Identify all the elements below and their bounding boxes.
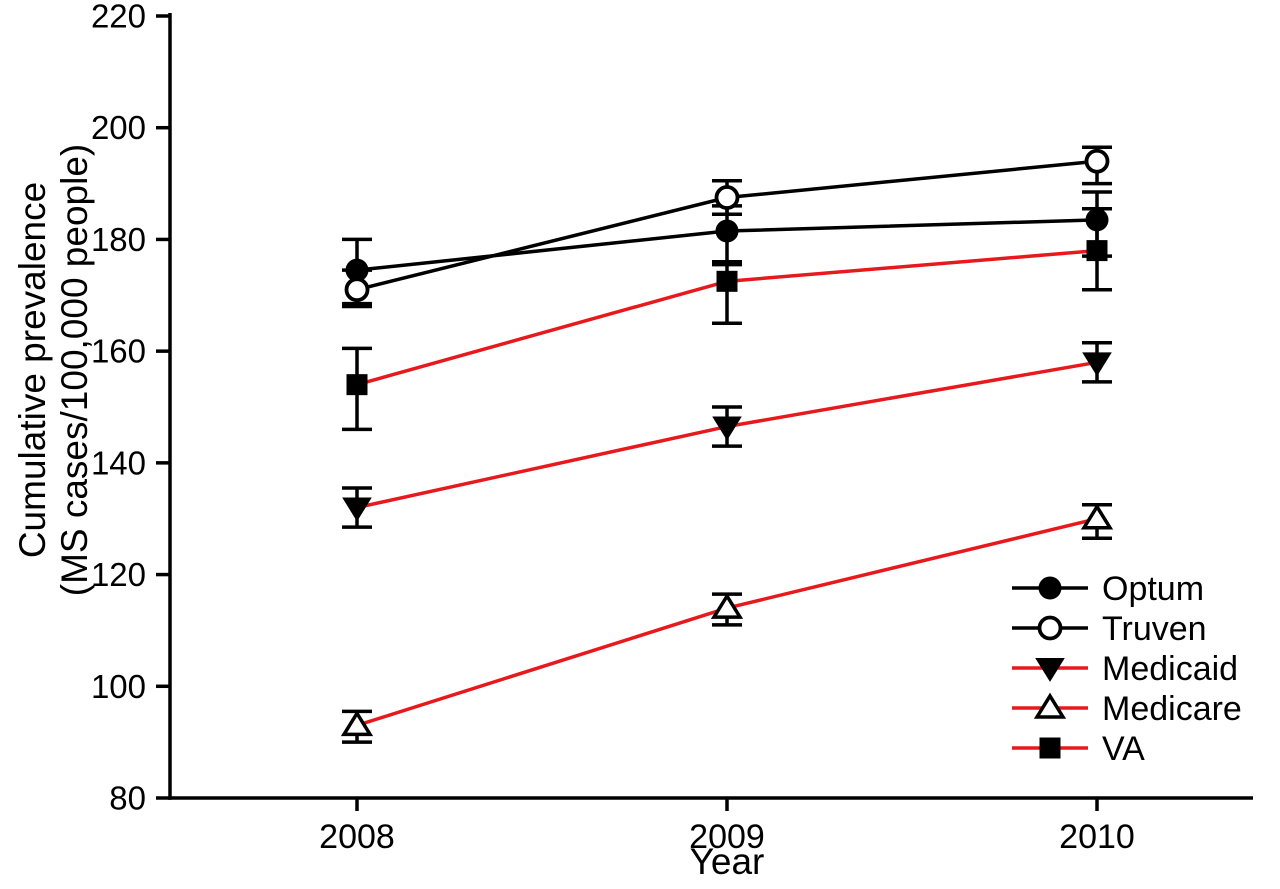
y-tick-label-180: 180: [91, 221, 146, 258]
x-tick-label-2009: 2009: [689, 818, 765, 856]
legend-label-va: VA: [1102, 730, 1145, 768]
medicare-point-2009: [710, 592, 744, 619]
y-tick-label-100: 100: [91, 668, 146, 705]
x-tick-label-2010: 2010: [1059, 818, 1135, 856]
legend-marker-optum: [1038, 576, 1062, 600]
medicare-point-2008: [340, 710, 374, 737]
x-tick-label-2008: 2008: [319, 818, 395, 856]
y-axis-title-line1: Cumulative prevalence: [12, 182, 53, 558]
y-tick-label-200: 200: [91, 109, 146, 146]
y-tick-label-80: 80: [109, 780, 146, 817]
va-point-2008: [346, 374, 368, 396]
y-tick-label-160: 160: [91, 333, 146, 370]
truven-point-2009: [714, 185, 740, 210]
legend-label-truven: Truven: [1102, 610, 1207, 648]
legend-item-optum: Optum: [1012, 570, 1204, 608]
axes: 80 100 120 140 160 180 200 220 2008 2009 2010: [91, 0, 1253, 856]
medicaid-point-2009: [712, 416, 742, 441]
va-point-2010: [1086, 240, 1108, 262]
y-tick-label-140: 140: [91, 444, 146, 481]
y-tick-label-220: 220: [91, 0, 146, 35]
legend-label-medicaid: Medicaid: [1102, 650, 1238, 688]
legend-item-medicaid: Medicaid: [1012, 650, 1238, 688]
optum-point-2010: [1085, 208, 1109, 232]
optum-point-2008: [345, 258, 369, 282]
x-axis-title: Year: [690, 841, 765, 882]
data-points: [340, 148, 1114, 737]
legend-label-medicare: Medicare: [1102, 690, 1242, 728]
truven-point-2010: [1084, 148, 1110, 174]
legend-label-optum: Optum: [1102, 570, 1204, 608]
medicare-point-2010: [1080, 503, 1114, 530]
medicaid-point-2010: [1082, 352, 1112, 377]
legend-item-truven: Truven: [1012, 610, 1207, 648]
va-point-2009: [716, 270, 738, 292]
legend-marker-medicare: [1033, 692, 1067, 719]
y-axis-title-line2: (MS cases/100,000 people): [54, 144, 95, 597]
legend-marker-va: [1039, 737, 1061, 759]
optum-point-2009: [715, 219, 739, 243]
legend-item-va: VA: [1012, 730, 1145, 768]
plot-area: 80 100 120 140 160 180 200 220 2008 2009 2010 Optum…: [91, 0, 1253, 856]
truven-point-2008: [344, 277, 370, 303]
legend-item-medicare: Medicare: [1012, 690, 1242, 728]
legend-marker-medicaid: [1035, 658, 1065, 682]
legend-marker-truven: [1037, 615, 1063, 641]
medicaid-point-2008: [342, 497, 372, 522]
y-tick-label-120: 120: [91, 556, 146, 593]
